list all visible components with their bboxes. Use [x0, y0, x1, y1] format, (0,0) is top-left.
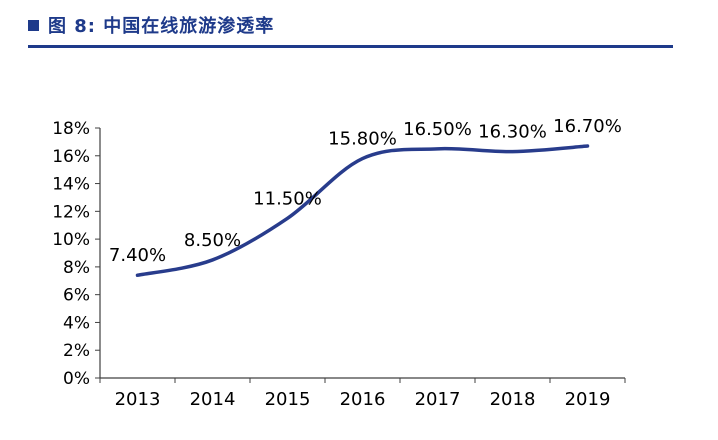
y-axis-tick-label: 12% [52, 202, 90, 222]
y-axis-tick-label: 4% [63, 313, 90, 333]
y-axis-tick-label: 10% [52, 230, 90, 250]
x-axis-label: 2013 [115, 389, 161, 410]
y-axis-tick-label: 14% [52, 175, 90, 195]
figure-header: 图 8: 中国在线旅游渗透率 [28, 12, 673, 48]
figure-title: 图 8: 中国在线旅游渗透率 [48, 16, 275, 37]
data-label: 16.70% [553, 116, 622, 137]
x-axis-label: 2015 [265, 389, 311, 410]
data-label: 7.40% [109, 245, 166, 266]
y-axis-tick-label: 6% [63, 286, 90, 306]
title-underline [28, 45, 673, 48]
y-axis-tick-label: 0% [63, 369, 90, 389]
y-axis-tick-label: 16% [52, 147, 90, 167]
line-series [135, 144, 590, 277]
data-label: 15.80% [328, 129, 397, 150]
x-axis-label: 2014 [190, 389, 236, 410]
title-bullet-square-icon [28, 19, 39, 31]
x-axis-label: 2019 [565, 389, 611, 410]
y-axis-tick-label: 2% [63, 341, 90, 361]
y-axis-tick-label: 18% [52, 119, 90, 139]
x-axis-label: 2018 [490, 389, 536, 410]
y-axis-tick-label: 8% [63, 258, 90, 278]
data-label: 8.50% [184, 230, 241, 251]
x-axis-label: 2017 [415, 389, 461, 410]
data-label: 16.50% [403, 119, 472, 140]
data-label: 11.50% [253, 188, 322, 209]
data-label: 16.30% [478, 122, 547, 143]
x-axis-label: 2016 [340, 389, 386, 410]
